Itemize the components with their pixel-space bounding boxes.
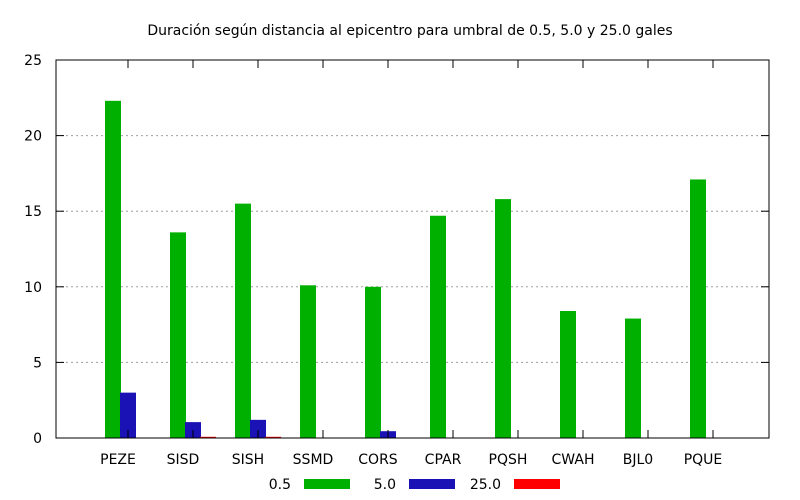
legend-label: 25.0: [470, 477, 501, 493]
bar: [300, 285, 316, 438]
x-tick-label: BJL0: [623, 452, 653, 468]
bar: [235, 203, 251, 438]
y-tick-label: 5: [33, 355, 42, 371]
bar: [560, 310, 576, 438]
x-tick-label: CWAH: [552, 452, 595, 468]
y-tick-label: 15: [24, 204, 42, 220]
plot-frame: [55, 59, 770, 439]
bar: [365, 286, 381, 438]
bar: [200, 436, 216, 438]
x-tick-label: CPAR: [425, 452, 462, 468]
x-tick-label: SISH: [232, 452, 264, 468]
x-tick-label: PQSH: [489, 452, 528, 468]
bar: [265, 436, 281, 438]
x-tick-label: SISD: [167, 452, 200, 468]
bar: [120, 392, 136, 438]
legend-label: 0.5: [269, 477, 291, 493]
y-tick-label: 10: [24, 280, 42, 296]
bar: [170, 232, 186, 438]
y-tick-label: 25: [24, 53, 42, 69]
bar: [250, 419, 266, 438]
legend-swatch: [409, 479, 455, 489]
y-tick-label: 0: [33, 431, 42, 447]
y-axis: 0 5 10 15 20 25: [24, 53, 769, 447]
bar: [690, 179, 706, 438]
y-tick-label: 20: [24, 129, 42, 145]
chart-title: Duración según distancia al epicentro pa…: [147, 23, 672, 39]
grid-lines: [56, 135, 769, 363]
x-tick-label: SSMD: [293, 452, 334, 468]
legend-label: 5.0: [374, 477, 396, 493]
x-tick-label: CORS: [358, 452, 398, 468]
bar: [625, 318, 641, 438]
bar: [105, 100, 121, 438]
legend-swatch: [514, 479, 560, 489]
legend: 0.5 5.0 25.0: [269, 477, 560, 493]
bars: [105, 100, 706, 438]
bar: [495, 199, 511, 438]
x-tick-label: PEZE: [100, 452, 136, 468]
x-tick-label: PQUE: [684, 452, 723, 468]
x-axis: PEZE SISD SISH SSMD CORS CPAR PQSH CWAH BJL0 PQUE: [100, 60, 722, 468]
bar: [430, 215, 446, 438]
legend-swatch: [304, 479, 350, 489]
